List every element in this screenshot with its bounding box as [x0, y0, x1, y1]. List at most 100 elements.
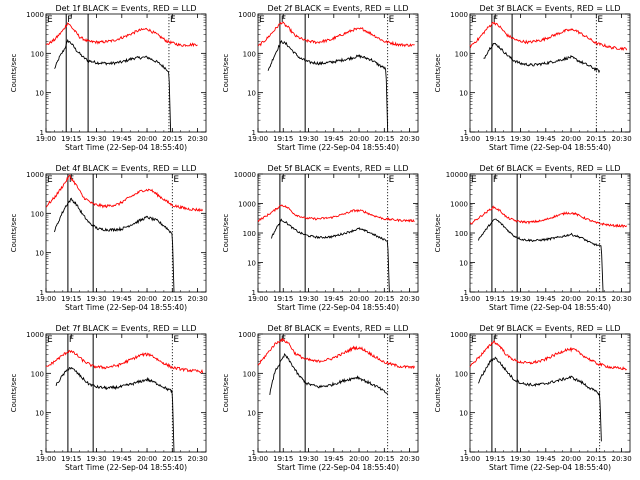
x-tick-label: 19:45	[112, 455, 132, 463]
y-tick-label: 1000	[238, 331, 256, 339]
x-tick-label: 19:00	[460, 455, 480, 463]
x-tick-label: 20:00	[561, 135, 581, 143]
detector-panel-9: Det 9f BLACK = Events, RED = LLD 1 10 100 10…	[434, 324, 632, 472]
x-tick-label: 19:00	[248, 295, 268, 303]
x-tick-label: 19:00	[36, 455, 56, 463]
series-lld-line	[257, 204, 415, 223]
x-tick-label: 19:00	[460, 295, 480, 303]
series-events-line	[477, 218, 604, 293]
interval-marker: E	[47, 335, 53, 345]
y-tick-label: 100	[243, 370, 256, 378]
plot-frame	[45, 333, 207, 453]
interval-marker: F	[493, 175, 498, 185]
interval-marker: E	[389, 175, 395, 185]
interval-marker: F	[67, 15, 72, 25]
x-tick-label: 20:30	[187, 135, 207, 143]
x-tick-label: 20:00	[137, 135, 157, 143]
x-tick-label: 20:30	[399, 455, 419, 463]
x-tick-label: 19:30	[298, 135, 318, 143]
x-tick-label: 20:15	[374, 455, 394, 463]
plot-frame	[45, 173, 207, 293]
x-tick-label: 19:00	[36, 135, 56, 143]
x-axis-label: Start Time (22-Sep-04 18:55:40)	[65, 463, 187, 472]
y-tick-label: 100	[455, 230, 468, 238]
y-tick-label: 10	[35, 410, 44, 418]
x-axis-label: Start Time (22-Sep-04 18:55:40)	[277, 303, 399, 312]
chart-title: Det 2f BLACK = Events, RED = LLD	[267, 4, 408, 13]
x-tick-label: 19:45	[324, 455, 344, 463]
x-tick-label: 20:00	[349, 295, 369, 303]
x-tick-label: 20:00	[561, 455, 581, 463]
series-events-line	[478, 356, 602, 442]
y-tick-label: 10	[35, 90, 44, 98]
y-axis-label: Counts/sec	[10, 374, 18, 413]
chart-title: Det 1f BLACK = Events, RED = LLD	[55, 4, 196, 13]
interval-marker: E	[471, 175, 477, 185]
series-lld-line	[45, 174, 204, 213]
interval-marker: F	[493, 335, 498, 345]
interval-marker: E	[597, 15, 603, 25]
x-tick-label: 19:30	[86, 455, 106, 463]
y-tick-label: 1	[252, 449, 256, 457]
y-axis-label: Counts/sec	[10, 214, 18, 253]
series-events-line	[267, 39, 389, 133]
interval-marker: F	[69, 335, 74, 345]
chart-title: Det 9f BLACK = Events, RED = LLD	[479, 324, 620, 333]
x-tick-label: 20:30	[611, 455, 631, 463]
y-tick-label: 100	[243, 230, 256, 238]
x-axis-label: Start Time (22-Sep-04 18:55:40)	[277, 143, 399, 152]
series-lld-line	[469, 21, 628, 52]
chart-title: Det 3f BLACK = Events, RED = LLD	[479, 4, 620, 13]
interval-marker: E	[47, 175, 53, 185]
y-tick-label: 1000	[26, 171, 44, 179]
x-tick-label: 19:30	[510, 295, 530, 303]
y-tick-label: 10	[247, 260, 256, 268]
y-axis-label: Counts/sec	[10, 54, 18, 93]
x-tick-label: 20:00	[349, 135, 369, 143]
series-events-line	[53, 197, 175, 293]
chart-title: Det 8f BLACK = Events, RED = LLD	[267, 324, 408, 333]
interval-marker: E	[389, 335, 395, 345]
plot-frame	[469, 173, 631, 293]
y-tick-label: 100	[31, 210, 44, 218]
x-tick-label: 19:15	[61, 295, 81, 303]
interval-marker: F	[281, 175, 286, 185]
x-tick-label: 19:00	[248, 455, 268, 463]
x-tick-label: 20:00	[349, 455, 369, 463]
x-tick-label: 20:00	[137, 455, 157, 463]
y-tick-label: 10	[459, 90, 468, 98]
series-lld-line	[469, 205, 628, 229]
detector-panel-3: Det 3f BLACK = Events, RED = LLD 1 10 100 10…	[434, 4, 632, 152]
y-axis-label: Counts/sec	[434, 54, 442, 93]
x-axis-label: Start Time (22-Sep-04 18:55:40)	[489, 143, 611, 152]
y-tick-label: 100	[455, 50, 468, 58]
y-tick-label: 1	[40, 289, 44, 297]
x-tick-label: 20:30	[187, 455, 207, 463]
x-axis-label: Start Time (22-Sep-04 18:55:40)	[277, 463, 399, 472]
x-tick-label: 20:15	[162, 295, 182, 303]
y-tick-label: 100	[31, 370, 44, 378]
series-lld-line	[45, 349, 204, 374]
x-tick-label: 19:15	[61, 135, 81, 143]
plot-frame	[469, 333, 631, 453]
y-tick-label: 1	[464, 129, 468, 137]
y-axis-label: Counts/sec	[434, 214, 442, 253]
y-tick-label: 1000	[450, 331, 468, 339]
y-tick-label: 10	[35, 250, 44, 258]
detector-panel-6: Det 6f BLACK = Events, RED = LLD 1 10 100 10…	[434, 164, 632, 312]
series-lld-line	[469, 340, 627, 371]
interval-marker: E	[471, 15, 477, 25]
y-tick-label: 1	[40, 449, 44, 457]
interval-marker: E	[173, 335, 179, 345]
x-tick-label: 20:30	[399, 295, 419, 303]
x-tick-label: 19:30	[298, 295, 318, 303]
x-tick-label: 20:15	[162, 135, 182, 143]
interval-marker: F	[493, 15, 498, 25]
detector-panel-8: Det 8f BLACK = Events, RED = LLD 1 10 100 10…	[222, 324, 420, 472]
y-tick-label: 10	[247, 410, 256, 418]
x-tick-label: 19:15	[485, 135, 505, 143]
interval-marker: E	[170, 15, 176, 25]
x-tick-label: 19:45	[112, 295, 132, 303]
y-axis-label: Counts/sec	[222, 374, 230, 413]
